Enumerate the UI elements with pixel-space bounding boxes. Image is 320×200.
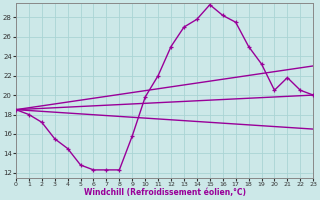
X-axis label: Windchill (Refroidissement éolien,°C): Windchill (Refroidissement éolien,°C)	[84, 188, 245, 197]
